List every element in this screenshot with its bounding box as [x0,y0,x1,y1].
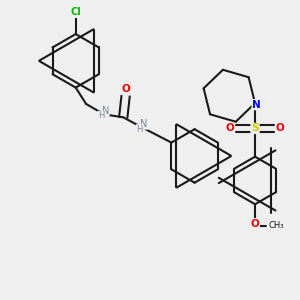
Text: N: N [102,106,109,116]
Text: H: H [136,125,143,134]
Text: S: S [251,123,259,134]
Text: CH₃: CH₃ [268,221,284,230]
Text: H: H [98,111,104,120]
Text: O: O [276,123,285,134]
Text: O: O [121,84,130,94]
Text: N: N [252,100,261,110]
Text: O: O [251,219,260,229]
Text: Cl: Cl [70,8,81,17]
Text: N: N [140,119,148,129]
Text: O: O [225,123,234,134]
